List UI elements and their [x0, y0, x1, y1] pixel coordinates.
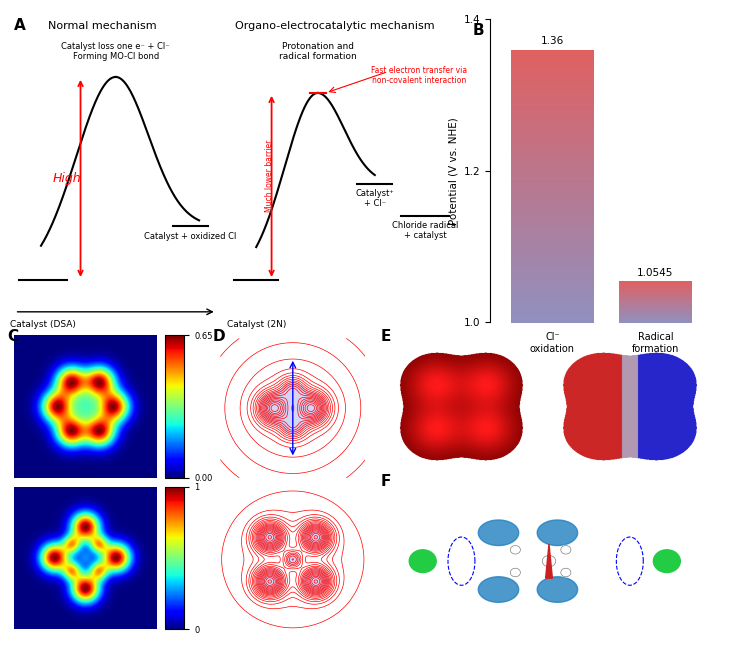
Text: Much lower barrier: Much lower barrier — [265, 139, 274, 212]
Circle shape — [542, 555, 556, 567]
Text: D: D — [212, 329, 225, 344]
Text: Fast electron transfer via
non-covalent interaction: Fast electron transfer via non-covalent … — [370, 66, 467, 85]
Y-axis label: Potential (V vs. NHE): Potential (V vs. NHE) — [449, 117, 458, 225]
Polygon shape — [478, 520, 519, 546]
Text: Catalyst (2N): Catalyst (2N) — [226, 320, 286, 329]
Text: Catalyst⁺
+ Cl⁻: Catalyst⁺ + Cl⁻ — [355, 189, 395, 208]
Text: F: F — [381, 474, 391, 489]
Polygon shape — [537, 577, 578, 602]
Circle shape — [510, 568, 520, 577]
Text: Catalyst + oxidized Cl: Catalyst + oxidized Cl — [144, 232, 236, 241]
Text: Catalyst loss one e⁻ + Cl⁻
Forming MO-Cl bond: Catalyst loss one e⁻ + Cl⁻ Forming MO-Cl… — [61, 41, 170, 61]
Circle shape — [409, 550, 436, 573]
Circle shape — [654, 550, 680, 573]
Text: Normal mechanism: Normal mechanism — [48, 21, 157, 31]
Polygon shape — [545, 544, 553, 578]
Text: C: C — [7, 329, 18, 344]
Circle shape — [561, 546, 571, 554]
Text: Chloride radical
+ catalyst: Chloride radical + catalyst — [392, 221, 458, 241]
Text: 1.0545: 1.0545 — [638, 268, 673, 278]
Text: E: E — [381, 329, 391, 344]
Circle shape — [510, 546, 520, 554]
Polygon shape — [478, 577, 519, 602]
Text: Organo-electrocatalytic mechanism: Organo-electrocatalytic mechanism — [236, 21, 435, 31]
Polygon shape — [537, 520, 578, 546]
Text: 1.36: 1.36 — [541, 36, 564, 46]
Text: B: B — [472, 23, 484, 37]
Text: A: A — [14, 18, 26, 34]
Text: High: High — [53, 172, 82, 185]
Circle shape — [561, 568, 571, 577]
Text: Protonation and
radical formation: Protonation and radical formation — [279, 41, 356, 61]
Text: Catalyst (DSA): Catalyst (DSA) — [10, 320, 76, 329]
